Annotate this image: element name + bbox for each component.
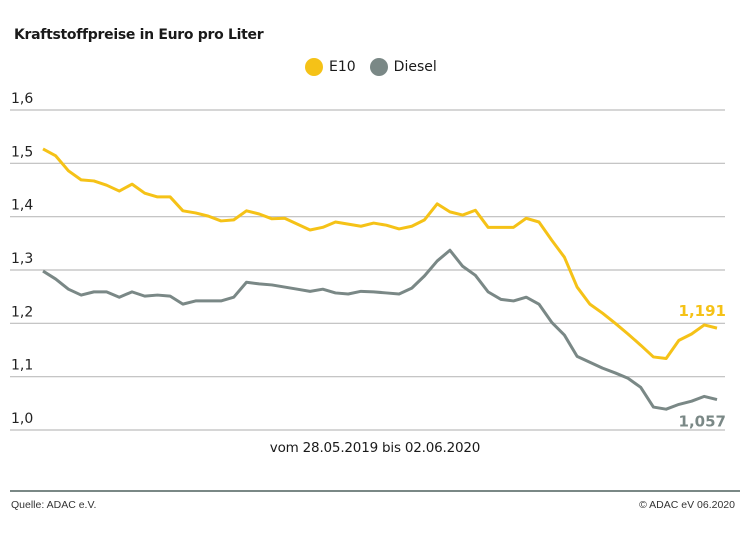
x-axis-label: vom 28.05.2019 bis 02.06.2020 <box>269 440 481 456</box>
chart-title: Kraftstoffpreise in Euro pro Liter <box>14 27 264 43</box>
end-value-label-diesel: 1,057 <box>679 413 726 431</box>
copyright-note: © ADAC eV 06.2020 <box>639 499 735 511</box>
y-tick-label: 1,1 <box>11 358 33 374</box>
source-note: Quelle: ADAC e.V. <box>11 499 97 511</box>
legend-item-e10: E10 <box>305 58 356 76</box>
legend-item-diesel: Diesel <box>369 58 437 76</box>
series-line-e10 <box>42 147 718 361</box>
legend-label-diesel: Diesel <box>393 59 437 75</box>
legend-swatch-diesel <box>369 58 388 76</box>
legend-swatch-e10 <box>305 58 323 76</box>
series-line-diesel <box>42 248 718 411</box>
legend-label-e10: E10 <box>329 59 356 75</box>
y-tick-label: 1,4 <box>11 198 33 214</box>
y-tick-label: 1,0 <box>11 411 33 427</box>
end-value-label-e10: 1,191 <box>679 302 726 320</box>
footer-divider <box>10 490 740 492</box>
y-tick-label: 1,6 <box>11 91 33 107</box>
y-tick-label: 1,5 <box>11 144 33 160</box>
y-tick-label: 1,3 <box>11 251 33 267</box>
y-tick-label: 1,2 <box>11 304 33 320</box>
legend: E10 Diesel <box>305 58 451 76</box>
